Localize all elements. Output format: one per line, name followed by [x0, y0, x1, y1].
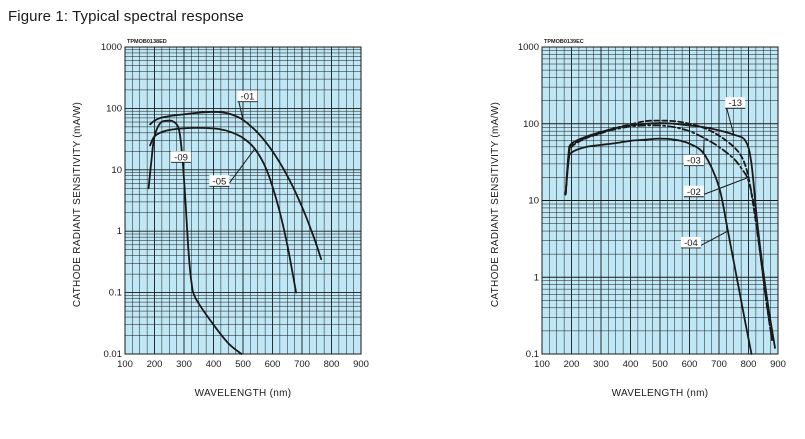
y-tick-label: 0.1: [526, 349, 539, 360]
x-tick-label: 200: [564, 359, 580, 370]
y-tick-label: 10: [111, 165, 122, 176]
x-tick-label: 900: [353, 359, 369, 370]
x-tick-label: 500: [235, 359, 251, 370]
series-curve-02: [564, 119, 773, 342]
series-label-01: -01: [241, 92, 255, 103]
series-curve-13: [564, 122, 776, 349]
y-tick-label: 0.01: [104, 349, 123, 360]
annotation-box: [683, 185, 704, 197]
series-label-04: -04: [684, 238, 698, 249]
y-axis-label: CATHODE RADIANT SENSITIVITY (mA/W): [72, 102, 83, 307]
y-tick-label: 0.1: [109, 288, 122, 299]
series-curve-05: [149, 126, 297, 294]
x-tick-label: 300: [593, 359, 609, 370]
chart-1: TPMOB0138ED 100 200 300 400 500 600 700 800 900 0.…: [72, 39, 369, 399]
figure-title: Figure 1: Typical spectral response: [8, 8, 244, 25]
y-axis-label: CATHODE RADIANT SENSITIVITY (mA/W): [490, 102, 501, 307]
y-tick-label: 10: [528, 196, 539, 207]
series-curve-04: [564, 137, 753, 355]
series-label-13: -13: [728, 98, 742, 109]
plot-frame: [541, 46, 779, 355]
series-label-09: -09: [174, 152, 188, 163]
annotation-leader: [237, 99, 244, 120]
y-tick-label: 1: [534, 272, 539, 283]
annotation-leader: [702, 176, 749, 196]
series-label-02: -02: [687, 187, 701, 198]
x-axis-label: WAVELENGTH (nm): [612, 388, 709, 399]
plot-frame: [124, 46, 362, 355]
x-tick-label: 200: [147, 359, 163, 370]
chart-2: TPMOB0139EC 100 200 300 400 500 600 700 800 900 0.…: [490, 39, 786, 399]
y-tick-label: 1000: [101, 42, 122, 53]
x-tick-label: 900: [770, 359, 786, 370]
y-tick-label: 1000: [518, 42, 539, 53]
series-curve-09: [147, 119, 243, 355]
annotation-leader: [227, 148, 256, 185]
annotation-box: [237, 90, 258, 102]
x-tick-label: 400: [206, 359, 222, 370]
series-label-03: -03: [687, 156, 701, 167]
y-tick-label: 100: [106, 103, 122, 114]
chart-code-label: TPMOB0139EC: [544, 39, 584, 45]
x-axis-label: WAVELENGTH (nm): [195, 388, 292, 399]
chart-code-label: TPMOB0138ED: [127, 39, 167, 45]
annotation-leader: [725, 106, 735, 135]
annotation-box: [680, 236, 701, 248]
x-tick-label: 500: [652, 359, 668, 370]
x-tick-label: 800: [741, 359, 757, 370]
x-tick-label: 100: [117, 359, 133, 370]
series-label-05: -05: [213, 176, 227, 187]
y-tick-label: 100: [523, 119, 539, 130]
x-tick-label: 700: [294, 359, 310, 370]
annotation-box: [683, 154, 704, 166]
x-tick-label: 700: [711, 359, 727, 370]
x-tick-label: 300: [176, 359, 192, 370]
x-tick-label: 600: [265, 359, 281, 370]
annotation-box: [209, 175, 230, 187]
series-curve-01: [149, 110, 323, 261]
x-tick-label: 800: [324, 359, 340, 370]
y-tick-label: 1: [117, 226, 122, 237]
x-tick-label: 100: [534, 359, 550, 370]
x-tick-label: 600: [682, 359, 698, 370]
x-tick-label: 400: [623, 359, 639, 370]
annotation-leader: [699, 230, 729, 247]
annotation-box: [725, 97, 746, 109]
annotation-box: [171, 151, 192, 163]
